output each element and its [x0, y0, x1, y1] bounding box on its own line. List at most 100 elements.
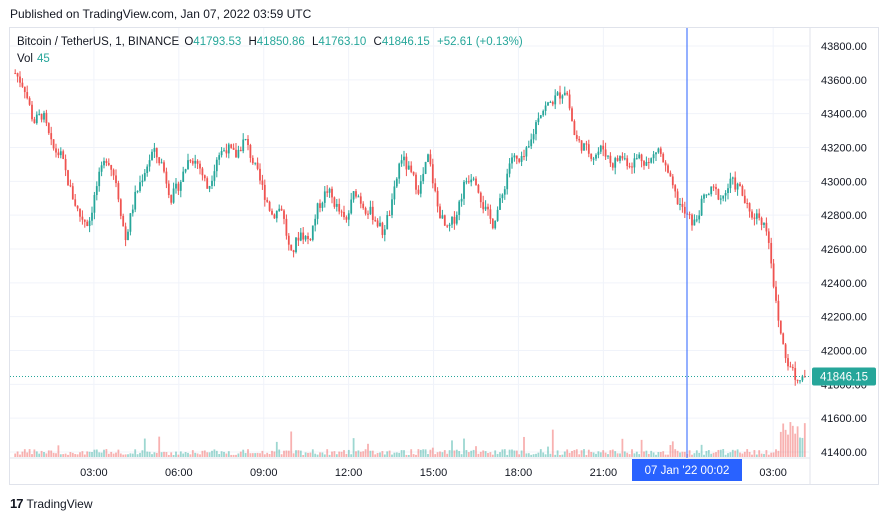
volume-bar [770, 452, 773, 457]
candle-body [129, 213, 132, 232]
volume-bar [86, 451, 89, 457]
candle-body [218, 155, 221, 160]
candle [261, 174, 264, 190]
candle [676, 188, 679, 205]
candle-body [707, 194, 710, 196]
candle-body [331, 188, 333, 198]
candle-body [302, 232, 305, 240]
candle-body [33, 119, 36, 124]
volume-bar [566, 449, 569, 457]
candle-body [739, 183, 741, 187]
candle-body [230, 144, 233, 148]
volume-bar [455, 449, 458, 457]
candle-body [79, 208, 81, 217]
candle [271, 208, 273, 216]
volume-bar [503, 449, 506, 457]
candle [167, 180, 170, 199]
candle-body [208, 186, 211, 189]
candle [21, 78, 24, 88]
candle-body [19, 76, 21, 83]
volume-bar [506, 454, 509, 457]
candle-body [662, 153, 665, 163]
candle-body [751, 211, 753, 218]
candle [407, 161, 410, 170]
volume-bar [259, 453, 261, 457]
volume-bar [211, 450, 213, 457]
candle-body [705, 194, 708, 196]
candle-body [691, 214, 693, 226]
candle [256, 157, 259, 171]
volume-bar [43, 452, 45, 457]
candle [791, 364, 794, 371]
volume-bar [338, 451, 341, 457]
candle-body [729, 178, 732, 189]
volume-bar [213, 449, 216, 457]
candle [410, 161, 413, 174]
candle [175, 177, 177, 194]
chart-frame[interactable] [9, 27, 879, 485]
volume-bar [117, 449, 120, 457]
volume-bar [530, 454, 533, 457]
candle-body [62, 151, 65, 159]
volume-bar [160, 452, 163, 457]
volume-bar [105, 449, 108, 457]
candle [496, 206, 499, 222]
candle-body [635, 158, 638, 160]
volume-bar [95, 449, 98, 457]
candle [357, 194, 360, 198]
volume-bar [235, 454, 237, 457]
candle-body [187, 160, 189, 170]
tradingview-footer[interactable]: 17 TradingView [10, 496, 93, 511]
candle-body [410, 165, 413, 172]
candle-body [547, 102, 549, 106]
candle [628, 162, 631, 169]
candle [103, 157, 105, 169]
candle-body [103, 160, 105, 166]
volume-bar [489, 452, 492, 457]
candle [607, 155, 609, 159]
volume-bar [103, 449, 105, 457]
candle-body [295, 237, 297, 253]
candle [201, 166, 204, 181]
volume-bar [403, 450, 405, 457]
candle-body [767, 231, 770, 243]
candle-body [417, 189, 420, 194]
candle-body [398, 163, 401, 179]
candle [741, 184, 744, 197]
candle [563, 86, 566, 96]
candle-body [148, 160, 151, 167]
volume-bar [151, 454, 153, 457]
candle [575, 130, 578, 142]
volume-bar [791, 425, 794, 457]
symbol-label: Bitcoin / TetherUS, 1, BINANCE [17, 36, 180, 48]
candle [347, 210, 350, 227]
candle [328, 187, 331, 198]
candle [254, 162, 257, 166]
candle-body [220, 151, 223, 156]
volume-bar [273, 451, 276, 457]
candle [611, 162, 614, 171]
candle-body [191, 160, 194, 164]
y-tick-label: 42600.00 [821, 244, 867, 256]
candle [74, 193, 77, 207]
volume-bar [796, 426, 799, 457]
volume-bar [638, 454, 641, 457]
volume-bar [597, 451, 600, 457]
candle [662, 152, 665, 163]
candle [350, 192, 353, 215]
volume-bar [599, 452, 602, 457]
volume-bar [739, 452, 741, 457]
candle-body [319, 203, 321, 208]
volume-bar [542, 452, 545, 457]
volume-bar [520, 450, 523, 457]
candle [539, 114, 542, 119]
candle [669, 170, 672, 177]
candle-body [453, 216, 456, 224]
candle [609, 152, 612, 167]
candle-body [143, 172, 146, 181]
volume-bar [693, 453, 696, 457]
candle-body [259, 168, 261, 181]
volume-bar [676, 450, 679, 457]
y-tick-label: 41400.00 [821, 447, 867, 459]
